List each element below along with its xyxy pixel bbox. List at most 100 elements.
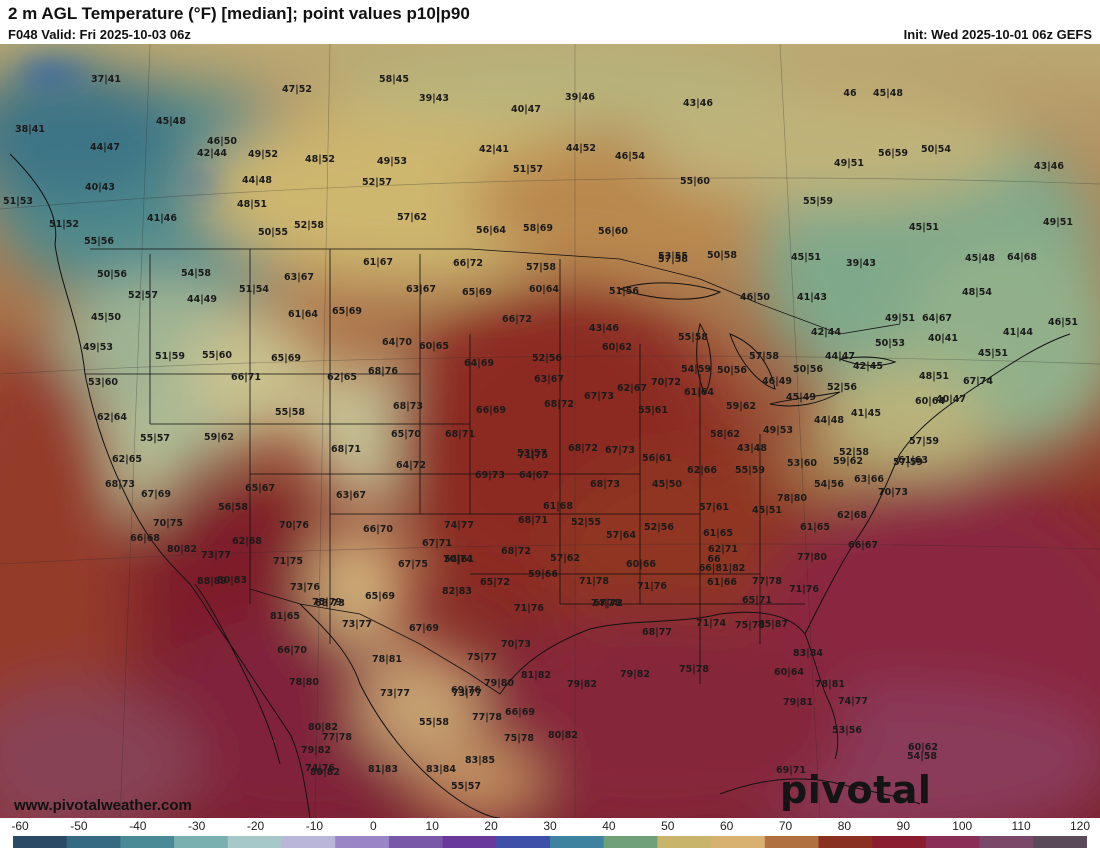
point-value-label: 50|58	[707, 250, 737, 261]
colorbar-tick-label: 70	[778, 819, 793, 833]
point-value-label: 55|58	[275, 407, 305, 418]
point-value-label: 67|71	[422, 538, 452, 549]
point-value-label: 48|54	[962, 287, 992, 298]
point-value-label: 63|67	[336, 490, 366, 501]
point-value-label: 57|59	[893, 457, 923, 468]
point-value-label: 75|77	[467, 652, 497, 663]
point-value-label: 78|81	[372, 654, 402, 665]
colorbar-tick-label: 120	[1069, 819, 1091, 833]
point-value-label: 49|53	[377, 156, 407, 167]
colorbar-segment	[120, 836, 175, 848]
point-value-label: 49|51	[834, 158, 864, 169]
point-value-label: 67|73	[584, 391, 614, 402]
point-value-label: 69|71	[776, 765, 806, 776]
point-value-label: 45|49	[786, 392, 816, 403]
point-value-label: 45|51	[791, 252, 821, 263]
point-value-label: 75|78	[504, 733, 534, 744]
point-value-label: 81|83	[368, 764, 398, 775]
point-value-label: 75|78	[735, 620, 765, 631]
point-value-label: 58|45	[379, 74, 409, 85]
point-value-label: 71|75	[273, 556, 303, 567]
point-value-label: 81|65	[270, 611, 300, 622]
point-value-label: 55|56	[84, 236, 114, 247]
point-value-label: 66|69	[505, 707, 535, 718]
point-value-label: 60|62	[602, 342, 632, 353]
colorbar-segment	[496, 836, 551, 848]
point-value-label: 46|50	[740, 292, 770, 303]
point-value-label: 65|67	[245, 483, 275, 494]
point-value-label: 56|59	[878, 148, 908, 159]
point-value-label: 70|74	[443, 554, 473, 565]
colorbar-segment	[442, 836, 497, 848]
point-value-label: 70|72	[651, 377, 681, 388]
point-value-label: 51|53	[3, 196, 33, 207]
header: 2 m AGL Temperature (°F) [median]; point…	[0, 0, 1100, 44]
colorbar-ticks: -60 -50 -40 -30 -20 -10 0 10 20 30 40 50 60 70 80 90 100…	[0, 818, 1100, 834]
point-value-label: 68|71	[331, 444, 361, 455]
point-value-label: 54|56	[814, 479, 844, 490]
point-value-label: 67|75	[398, 559, 428, 570]
point-value-label: 75|78	[679, 664, 709, 675]
point-value-label: 52|56	[644, 522, 674, 533]
point-value-label: 50|56	[793, 364, 823, 375]
colorbar-segment	[979, 836, 1034, 848]
point-value-label: 64|67	[922, 313, 952, 324]
point-value-label: 65|69	[332, 306, 362, 317]
point-value-label: 54|59	[681, 364, 711, 375]
point-value-label: 53|55	[658, 251, 688, 262]
point-value-label: 66|70	[363, 524, 393, 535]
temperature-map[interactable]: 37|41 47|52 58|45 39|43 40|47 39|46 43|46 46 45|…	[0, 44, 1100, 818]
point-value-label: 71|76	[514, 603, 544, 614]
colorbar-segment	[764, 836, 819, 848]
point-value-label: 66|72	[502, 314, 532, 325]
point-value-label: 55|61	[638, 405, 668, 416]
point-value-label: 48|52	[305, 154, 335, 165]
point-value-label: 56|64	[476, 225, 506, 236]
point-value-label: 55|59	[803, 196, 833, 207]
point-value-label: 64|69	[464, 358, 494, 369]
point-value-label: 78|80	[289, 677, 319, 688]
point-value-label: 54|61	[444, 554, 474, 565]
point-value-label: 50|53	[875, 338, 905, 349]
colorbar-tick-label: 10	[425, 819, 439, 833]
point-value-label: 67|74	[963, 376, 993, 387]
point-value-label: 50|56	[97, 269, 127, 280]
point-value-label: 80|82	[167, 544, 197, 555]
colorbar-segment	[13, 836, 68, 848]
point-value-label: 41|46	[147, 213, 177, 224]
point-value-label: 53|60	[787, 458, 817, 469]
point-value-label: 58|62	[710, 429, 740, 440]
point-value-label: 79|82	[620, 669, 650, 680]
point-value-label: 57|61	[699, 502, 729, 513]
lake-cool-spots	[23, 62, 212, 192]
borders	[85, 248, 901, 695]
point-value-label: 83|85	[465, 755, 495, 766]
point-value-label: 46|51	[1048, 317, 1078, 328]
point-value-label: 52|56	[532, 353, 562, 364]
point-value-label: 40|47	[936, 394, 966, 405]
point-value-label: 60|62	[908, 742, 938, 753]
point-value-label: 45|51	[978, 348, 1008, 359]
map-title: 2 m AGL Temperature (°F) [median]; point…	[8, 4, 470, 23]
point-value-label: 42|41	[479, 144, 509, 155]
point-value-label: 68|73	[590, 479, 620, 490]
point-value-label: 46|49	[762, 376, 792, 387]
point-value-label: 61|63	[898, 455, 928, 466]
point-value-label: 50|56	[717, 365, 747, 376]
colorbar-tick-label: 40	[602, 819, 616, 833]
colorbar-tick-label: 110	[1011, 819, 1031, 833]
colorbar-segment	[66, 836, 121, 848]
point-value-label: 68|72	[568, 443, 598, 454]
website-url[interactable]: www.pivotalweather.com	[14, 797, 192, 814]
point-value-label: 62|68	[837, 510, 867, 521]
point-value-label: 51|57	[513, 164, 543, 175]
point-value-label: 45|51	[909, 222, 939, 233]
point-value-label: 52|55	[571, 517, 601, 528]
point-value-label: 65|69	[365, 591, 395, 602]
colorbar-tick-label: 60	[719, 819, 734, 833]
coastlines	[9, 153, 1071, 818]
point-value-label: 66|71	[231, 372, 261, 383]
colorbar-segment	[174, 836, 229, 848]
point-value-label: 45|50	[652, 479, 682, 490]
colorbar-segment	[281, 836, 336, 848]
